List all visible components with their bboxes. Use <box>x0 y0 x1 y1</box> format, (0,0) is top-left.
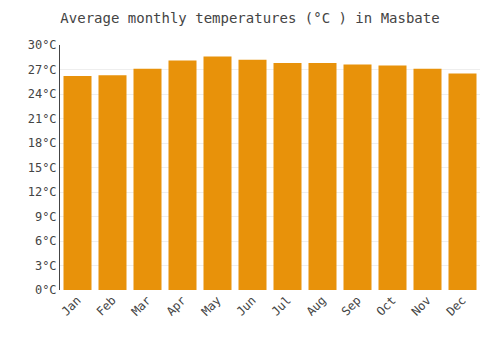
svg-text:30°C: 30°C <box>28 38 57 52</box>
svg-text:12°C: 12°C <box>28 185 57 199</box>
svg-text:3°C: 3°C <box>35 259 57 273</box>
svg-text:May: May <box>199 293 224 318</box>
svg-text:18°C: 18°C <box>28 136 57 150</box>
svg-text:Jan: Jan <box>59 293 84 318</box>
svg-text:15°C: 15°C <box>28 161 57 175</box>
svg-text:27°C: 27°C <box>28 63 57 77</box>
svg-text:Jul: Jul <box>269 293 294 318</box>
svg-text:6°C: 6°C <box>35 234 57 248</box>
svg-text:Jun: Jun <box>234 293 259 318</box>
svg-text:Mar: Mar <box>129 293 154 318</box>
svg-text:Oct: Oct <box>374 293 399 318</box>
svg-text:Feb: Feb <box>94 293 119 318</box>
svg-text:Aug: Aug <box>304 293 329 318</box>
svg-text:Sep: Sep <box>339 293 364 318</box>
svg-text:9°C: 9°C <box>35 210 57 224</box>
svg-text:Nov: Nov <box>409 293 434 318</box>
svg-text:Dec: Dec <box>444 293 469 318</box>
svg-text:24°C: 24°C <box>28 87 57 101</box>
svg-text:Average monthly temperatures (: Average monthly temperatures (°C ) in Ma… <box>60 10 439 26</box>
svg-text:Apr: Apr <box>164 293 189 318</box>
svg-text:21°C: 21°C <box>28 112 57 126</box>
svg-text:0°C: 0°C <box>35 283 57 297</box>
